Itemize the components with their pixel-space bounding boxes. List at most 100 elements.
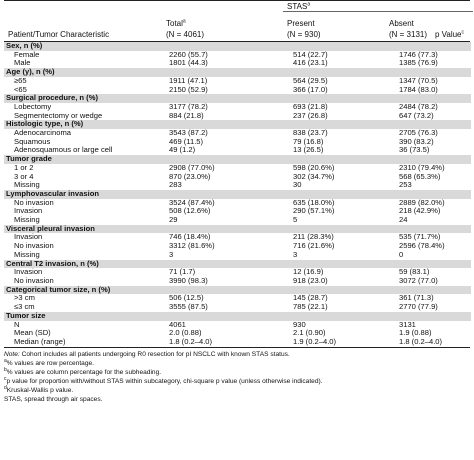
present-cell: 12 (16.9) bbox=[293, 268, 324, 277]
present-cell: 237 (26.8) bbox=[293, 111, 328, 120]
total-cell: 884 (21.8) bbox=[169, 111, 204, 120]
row-label: Mean (SD) bbox=[14, 329, 51, 338]
present-cell: 13 (26.5) bbox=[293, 146, 324, 155]
present-cell: 564 (29.5) bbox=[293, 76, 328, 85]
footnote: b% values are column percentage for the … bbox=[4, 366, 470, 377]
row-label: Tumor grade bbox=[4, 155, 167, 164]
row-label: Squamous bbox=[14, 137, 51, 146]
total-cell: 508 (12.6%) bbox=[169, 207, 211, 216]
table-row: ≥65 1911 (47.1) 564 (29.5) 1347 (70.5) bbox=[4, 77, 471, 86]
footnote-mark: b bbox=[4, 366, 7, 373]
table-notes: Note: Cohort includes all patients under… bbox=[4, 346, 470, 404]
section-row: Visceral pleural invasion<0.0001 bbox=[4, 224, 471, 234]
total-cell: 2.0 (0.88) bbox=[169, 329, 202, 338]
present-cell: 5 bbox=[293, 216, 298, 225]
table-row: No invasion 3312 (81.6%) 716 (21.6%) 2596 (… bbox=[4, 242, 471, 251]
table-row: Adenocarcinoma 3543 (87.2) 838 (23.7) 2705 … bbox=[4, 129, 471, 138]
total-cell bbox=[167, 155, 291, 164]
absent-cell: 0 bbox=[399, 250, 404, 259]
total-cell: 4061 bbox=[169, 320, 186, 329]
footnote: dKruskal-Wallis p value. bbox=[4, 384, 470, 395]
table-row: Segmentectomy or wedge 884 (21.8) 237 (26.… bbox=[4, 112, 471, 121]
present-cell: 79 (16.8) bbox=[293, 137, 324, 146]
row-label: Missing bbox=[14, 250, 40, 259]
absent-cell: 535 (71.7%) bbox=[399, 233, 441, 242]
present-cell bbox=[291, 189, 397, 199]
footnote-mark: a bbox=[4, 357, 7, 364]
total-cell: 870 (23.0%) bbox=[169, 172, 211, 181]
absent-cell bbox=[397, 259, 471, 269]
total-cell bbox=[167, 224, 291, 234]
row-label: N bbox=[14, 320, 20, 329]
total-cell: 3543 (87.2) bbox=[169, 129, 208, 138]
total-cell: 49 (1.2) bbox=[169, 146, 196, 155]
section-row: Lymphovascular invasion<0.0001 bbox=[4, 189, 471, 199]
table-row: Mean (SD) 2.0 (0.88) 2.1 (0.90) 1.9 (0.88) bbox=[4, 329, 471, 338]
footnote-text: Kruskal-Wallis p value. bbox=[6, 386, 74, 394]
footnote: Note: Cohort includes all patients under… bbox=[4, 350, 470, 359]
footnote-label: Note: bbox=[4, 350, 20, 358]
present-cell bbox=[291, 259, 397, 269]
row-label: Age (y), n (%) bbox=[4, 68, 167, 77]
absent-cell: 2596 (78.4%) bbox=[399, 242, 445, 251]
present-cell bbox=[291, 94, 397, 103]
absent-cell: 2889 (82.0%) bbox=[399, 198, 445, 207]
total-cell: 1.8 (0.2–4.0) bbox=[169, 337, 213, 346]
row-label: Invasion bbox=[14, 233, 43, 242]
absent-cell: 2310 (79.4%) bbox=[399, 163, 445, 172]
present-cell: 302 (34.7%) bbox=[293, 172, 335, 181]
total-cell bbox=[167, 189, 291, 199]
table-row: >3 cm 506 (12.5) 145 (28.7) 361 (71.3) bbox=[4, 294, 471, 303]
absent-cell bbox=[397, 189, 471, 199]
section-row: Tumor grade<0.0001 bbox=[4, 155, 471, 164]
pvalue-header: p Valuec bbox=[434, 29, 464, 39]
row-label: Lymphovascular invasion bbox=[4, 189, 167, 199]
total-cell: 71 (1.7) bbox=[169, 268, 196, 277]
total-cell: 506 (12.5) bbox=[169, 294, 204, 303]
table-row: Invasion 746 (18.4%) 211 (28.3%) 535 (71.7%… bbox=[4, 233, 471, 242]
absent-cell: 59 (83.1) bbox=[399, 268, 430, 277]
characteristic-header: Patient/Tumor Characteristic bbox=[8, 30, 110, 39]
footnote: STAS, spread through air spaces. bbox=[4, 395, 470, 404]
row-label: Segmentectomy or wedge bbox=[14, 111, 103, 120]
absent-cell: 2770 (77.9) bbox=[399, 303, 438, 312]
row-label: <65 bbox=[14, 85, 27, 94]
section-row: Age (y), n (%)<0.0001 bbox=[4, 68, 471, 77]
absent-cell: 1385 (76.9) bbox=[399, 59, 438, 68]
footnote-text: p value for proportion with/without STAS… bbox=[6, 377, 323, 385]
footnote-mark: d bbox=[4, 384, 7, 391]
present-cell: 30 bbox=[293, 181, 302, 190]
table-row: Invasion 71 (1.7) 12 (16.9) 59 (83.1) bbox=[4, 268, 471, 277]
absent-cell bbox=[397, 94, 471, 103]
table-row: Invasion 508 (12.6%) 290 (57.1%) 218 (42.9%… bbox=[4, 207, 471, 216]
absent-n: (N = 3131) bbox=[389, 30, 428, 39]
absent-cell: 218 (42.9%) bbox=[399, 207, 441, 216]
absent-cell bbox=[397, 42, 471, 51]
present-cell: 3 bbox=[293, 250, 298, 259]
table-row: <65 2150 (52.9) 366 (17.0) 1784 (83.0) bbox=[4, 86, 471, 95]
section-row: Histologic type, n (%)<0.0001 bbox=[4, 120, 471, 130]
table-row: Lobectomy 3177 (78.2) 693 (21.8) 2484 (78.2… bbox=[4, 103, 471, 112]
total-cell bbox=[167, 285, 291, 295]
present-cell bbox=[291, 224, 397, 234]
footnote: a% values are row percentage. bbox=[4, 357, 470, 368]
total-cell: 29 bbox=[169, 216, 178, 225]
present-cell: 2.1 (0.90) bbox=[293, 329, 326, 338]
total-cell: 3524 (87.4%) bbox=[169, 198, 215, 207]
total-cell bbox=[167, 311, 291, 321]
total-cell: 3 bbox=[169, 250, 174, 259]
section-row: Sex, n (%)0.7892 bbox=[4, 42, 471, 51]
total-cell bbox=[167, 42, 291, 51]
table-header: Patient/Tumor Characteristic Totala (N =… bbox=[4, 0, 473, 42]
total-cell: 2150 (52.9) bbox=[169, 85, 208, 94]
total-cell bbox=[167, 68, 291, 77]
table-row: No invasion 3990 (98.3) 918 (23.0) 3072 (77… bbox=[4, 277, 471, 286]
total-cell: 1911 (47.1) bbox=[169, 76, 208, 85]
stas-header: STASa bbox=[287, 1, 311, 11]
table-row: Missing 3 3 0 bbox=[4, 251, 471, 260]
absent-cell: 2484 (78.2) bbox=[399, 102, 438, 111]
absent-cell bbox=[397, 224, 471, 234]
absent-cell: 36 (73.5) bbox=[399, 146, 430, 155]
row-label: Missing bbox=[14, 216, 40, 225]
row-label: Histologic type, n (%) bbox=[4, 120, 167, 130]
